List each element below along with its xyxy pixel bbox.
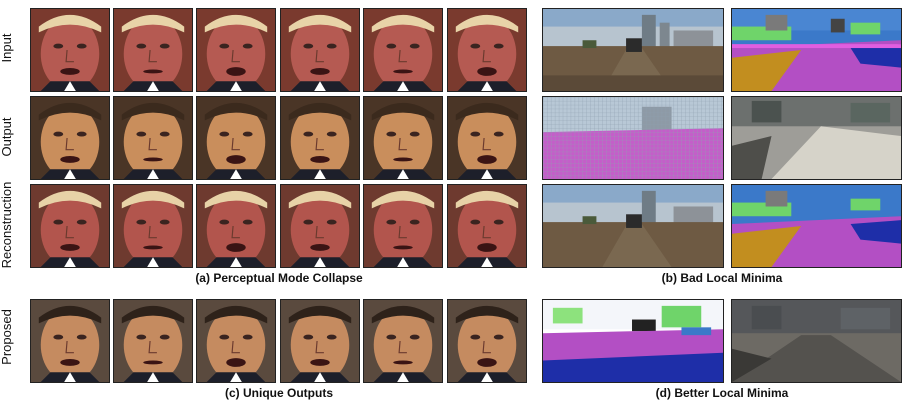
scene-input-segmentation bbox=[731, 8, 902, 92]
face-output-4 bbox=[280, 96, 360, 180]
face-reconstruction-4 bbox=[280, 184, 360, 268]
scene-output-blurry bbox=[731, 96, 902, 180]
face-input-2 bbox=[113, 8, 193, 92]
scene-recon-segmentation bbox=[731, 184, 902, 268]
caption-b: (b) Bad Local Minima bbox=[661, 271, 783, 285]
scene-proposed-segmentation bbox=[542, 299, 724, 383]
face-input-3 bbox=[196, 8, 276, 92]
caption-a: (a) Perceptual Mode Collapse bbox=[195, 271, 363, 285]
face-proposed-1 bbox=[30, 299, 110, 383]
face-output-6 bbox=[447, 96, 527, 180]
face-input-5 bbox=[363, 8, 443, 92]
caption-c: (c) Unique Outputs bbox=[225, 386, 333, 400]
face-reconstruction-5 bbox=[363, 184, 443, 268]
row-label-output: Output bbox=[0, 117, 14, 157]
face-reconstruction-6 bbox=[447, 184, 527, 268]
face-proposed-6 bbox=[447, 299, 527, 383]
face-proposed-5 bbox=[363, 299, 443, 383]
face-input-1 bbox=[30, 8, 110, 92]
row-label-proposed: Proposed bbox=[0, 309, 14, 365]
face-reconstruction-1 bbox=[30, 184, 110, 268]
face-proposed-4 bbox=[280, 299, 360, 383]
face-proposed-2 bbox=[113, 299, 193, 383]
scene-input-photo bbox=[542, 8, 724, 92]
face-output-5 bbox=[363, 96, 443, 180]
face-input-4 bbox=[280, 8, 360, 92]
face-reconstruction-2 bbox=[113, 184, 193, 268]
face-output-1 bbox=[30, 96, 110, 180]
row-label-input: Input bbox=[0, 33, 14, 63]
face-reconstruction-3 bbox=[196, 184, 276, 268]
row-label-reconstruction: Reconstruction bbox=[0, 181, 14, 269]
face-output-3 bbox=[196, 96, 276, 180]
scene-proposed-photo bbox=[731, 299, 902, 383]
scene-recon-photo bbox=[542, 184, 724, 268]
face-proposed-3 bbox=[196, 299, 276, 383]
caption-d: (d) Better Local Minima bbox=[655, 386, 789, 400]
face-input-6 bbox=[447, 8, 527, 92]
scene-output-artifact bbox=[542, 96, 724, 180]
face-output-2 bbox=[113, 96, 193, 180]
